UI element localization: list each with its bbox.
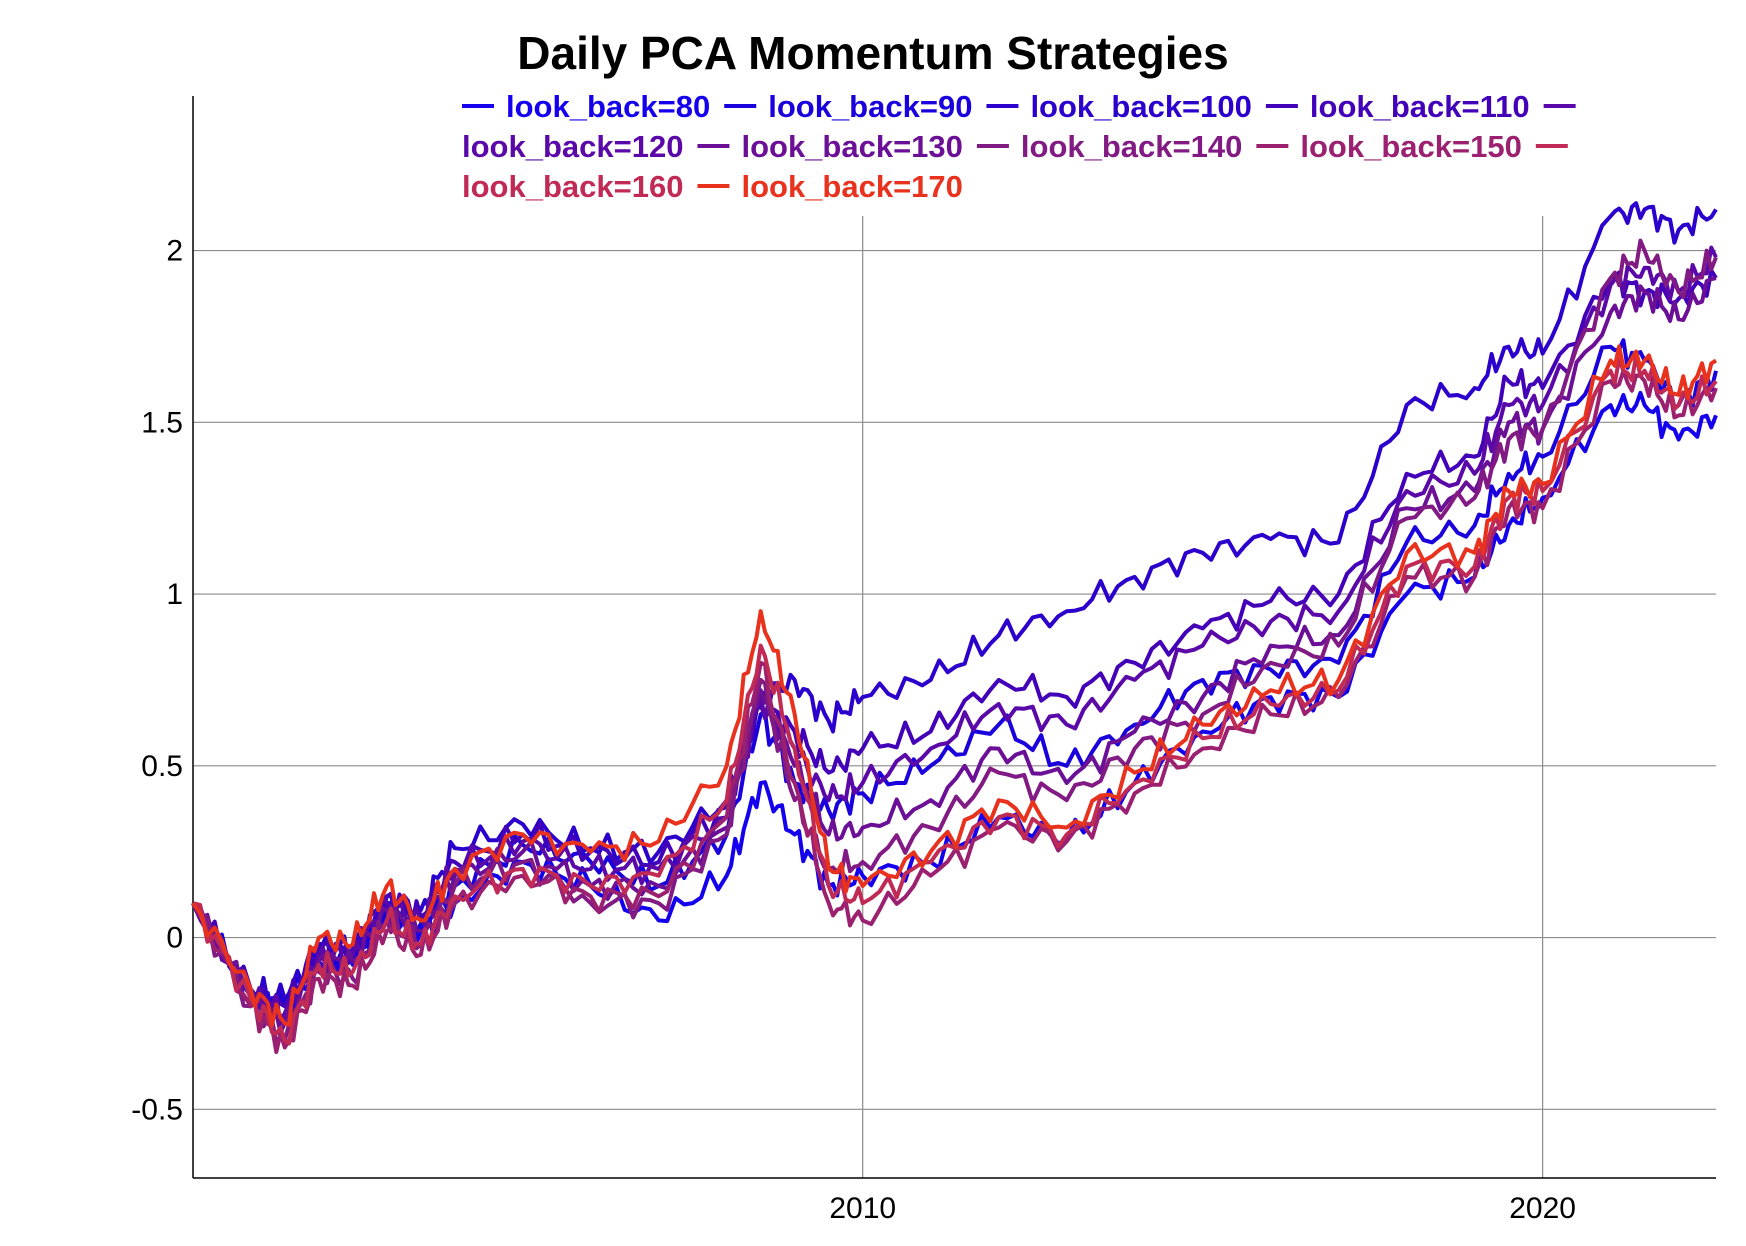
series-line-look-back-130: [191, 276, 1717, 1035]
y-tick-label: 0: [166, 922, 183, 955]
chart-title: Daily PCA Momentum Strategies: [517, 27, 1229, 79]
legend-label: look_back=110: [1310, 89, 1530, 124]
legend-label: look_back=120: [462, 129, 683, 164]
legend-label: look_back=160: [462, 169, 683, 204]
tick-labels: -0.5 0 0.5 1 1.5 2 2010 2020: [131, 235, 1576, 1225]
y-tick-label: 1.5: [141, 406, 183, 439]
legend-label: look_back=140: [1021, 129, 1242, 164]
y-tick-label: 1: [166, 578, 183, 611]
series-line-look-back-120: [191, 245, 1718, 1026]
series-line-look-back-110: [191, 268, 1718, 1013]
grid-lines: [193, 216, 1716, 1178]
series-line-look-back-100: [191, 201, 1718, 1005]
series-line-look-back-170: [191, 344, 1718, 1027]
series-line-look-back-150: [191, 368, 1718, 1054]
y-tick-label: 2: [166, 235, 183, 268]
legend-label: look_back=100: [1030, 89, 1251, 124]
legend-label: look_back=90: [768, 89, 972, 124]
x-tick-label: 2010: [829, 1192, 896, 1225]
legend-label: look_back=130: [741, 129, 962, 164]
legend-label: look_back=170: [741, 169, 962, 204]
legend-label: look_back=150: [1300, 129, 1521, 164]
series-line-look-back-160: [192, 353, 1718, 1046]
y-tick-label: 0.5: [141, 750, 183, 783]
legend-label: look_back=80: [506, 89, 710, 124]
x-tick-label: 2020: [1509, 1192, 1576, 1225]
axes: [192, 96, 1716, 1179]
legend: look_back=80 look_back=90 look_back=100 loo…: [462, 89, 1576, 204]
y-tick-label: -0.5: [131, 1093, 183, 1126]
series-lines: [191, 201, 1718, 1054]
